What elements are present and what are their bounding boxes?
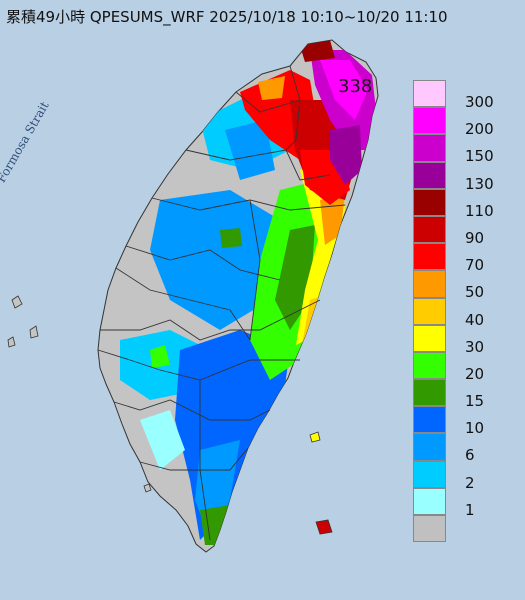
legend-row: 300 [413,80,523,111]
legend-swatch [413,297,446,325]
legend-row: 20 [413,351,523,383]
legend-swatch [413,270,446,298]
legend-label: 10 [465,419,485,438]
legend-row: 110 [413,188,523,220]
legend-swatch [413,243,446,271]
penghu-islands [7,295,39,348]
legend-label: 300 [465,93,494,111]
legend-swatch [413,406,446,434]
legend-swatch [413,215,446,244]
map-title: 累積49小時 QPESUMS_WRF 2025/10/18 10:10~10/2… [6,8,448,26]
legend-swatch [413,433,446,461]
legend-row: 1 [413,487,523,519]
legend-row [413,515,523,543]
orchid-island [315,519,333,535]
legend-row: 2 [413,460,523,492]
legend-swatch [413,161,446,189]
legend-swatch [413,460,446,488]
legend-swatch [413,487,446,515]
legend-row: 30 [413,324,523,356]
legend-label: 15 [465,392,485,411]
legend-swatch [413,351,446,380]
legend-label: 30 [465,337,485,356]
legend-swatch [413,379,446,407]
legend-row: 200 [413,107,523,138]
county-borders [97,65,346,541]
legend-row: 90 [413,215,523,247]
legend-label: 6 [465,446,475,465]
legend-label: 20 [465,364,485,383]
legend-label: 90 [465,228,485,247]
green-island [309,431,321,443]
legend-label: 130 [465,174,494,193]
legend-label: 150 [465,147,494,166]
liuqiu-island [143,483,152,493]
legend-row: 6 [413,433,523,464]
legend-row: 15 [413,379,523,410]
legend-label: 200 [465,120,494,139]
legend-row: 150 [413,134,523,165]
legend-label: 2 [465,473,475,492]
legend-label: 70 [465,256,485,275]
legend-swatch [413,188,446,216]
legend-swatch [413,107,446,135]
legend-row: 50 [413,270,523,301]
max-rainfall-label: 338 [338,76,373,97]
legend-row: 40 [413,297,523,329]
legend-label: 1 [465,500,475,519]
legend-swatch [413,80,446,108]
legend-label: 50 [465,283,485,302]
legend-label: 40 [465,310,485,329]
legend-swatch [413,324,446,352]
legend-swatch [413,134,446,162]
legend-row: 70 [413,243,523,274]
rainfall-legend: 300 200 150 130 110 90 70 50 40 30 20 15 10 6 2 1 [413,80,523,543]
legend-label: 110 [465,201,494,220]
legend-row: 130 [413,161,523,193]
rainfall-field [120,40,376,545]
legend-swatch [413,515,446,543]
legend-row: 10 [413,406,523,437]
